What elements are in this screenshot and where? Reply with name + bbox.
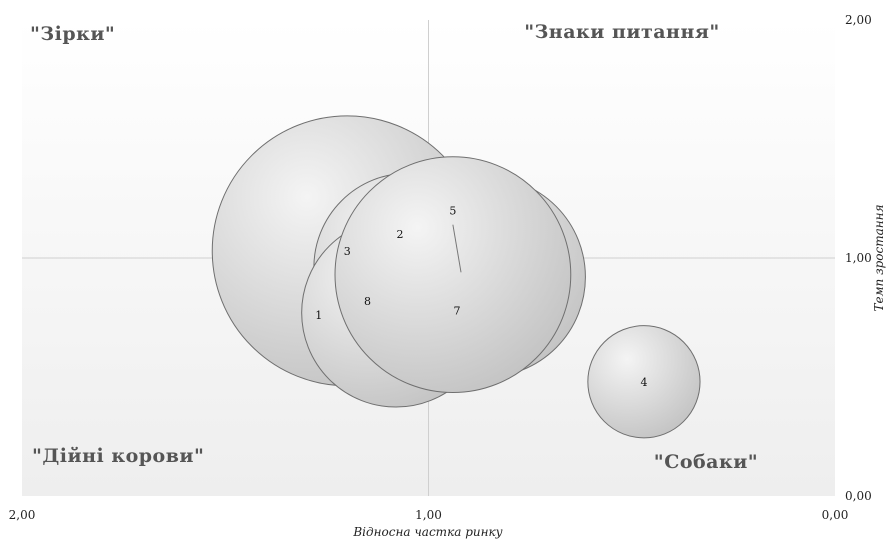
- y-tick-label: 1,00: [845, 251, 872, 265]
- bubble-4: [587, 325, 701, 439]
- bubble-label-8: 8: [364, 295, 371, 308]
- bubble-7: [334, 156, 572, 394]
- y-tick-label: 0,00: [845, 489, 872, 503]
- y-axis-title: Темп зростання: [872, 204, 886, 311]
- bubble-label-7: 7: [453, 304, 460, 317]
- quadrant-label-bottom-right: "Собаки": [654, 451, 758, 473]
- quadrant-label-top-right: "Знаки питання": [524, 21, 720, 43]
- x-tick-label: 0,00: [822, 508, 849, 522]
- bubble-label-1: 1: [315, 309, 322, 322]
- axes: 2,00 1,00 0,00 0,00 1,00 2,00 Відносна частка …: [9, 13, 886, 539]
- quadrant-label-top-left: "Зірки": [30, 23, 115, 45]
- quadrant-labels: "Зірки" "Знаки питання" "Дійні корови" "Соб…: [30, 21, 758, 473]
- label-leader-line-5: [452, 224, 462, 273]
- quadrant-label-bottom-left: "Дійні корови": [32, 445, 204, 467]
- bubbles: [211, 115, 701, 439]
- x-axis-title: Відносна частка ринку: [352, 525, 502, 539]
- x-tick-label: 1,00: [415, 508, 442, 522]
- x-tick-label: 2,00: [9, 508, 36, 522]
- bubble-label-4: 4: [640, 376, 647, 389]
- bubble-label-5: 5: [449, 204, 456, 217]
- bubble-label-3: 3: [344, 245, 351, 258]
- bubble-labels: 3 2 5 1 8 7 4: [315, 204, 647, 388]
- y-tick-label: 2,00: [845, 13, 872, 27]
- bubble-label-2: 2: [397, 228, 404, 241]
